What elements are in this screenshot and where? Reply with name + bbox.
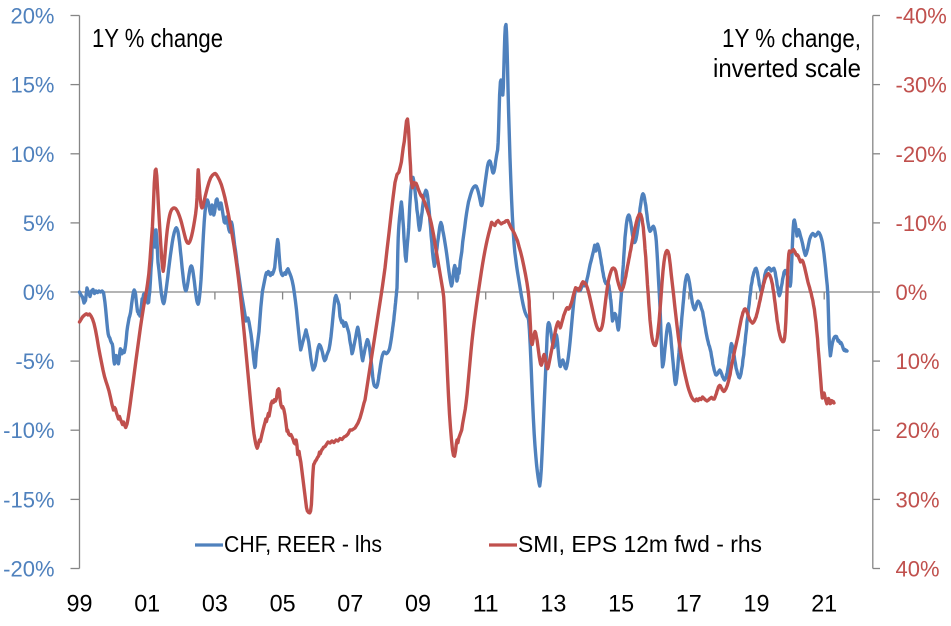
svg-text:-40%: -40% <box>896 4 947 29</box>
svg-text:15%: 15% <box>10 73 54 98</box>
svg-text:21: 21 <box>811 591 837 618</box>
svg-text:1Y % change: 1Y % change <box>92 23 223 53</box>
svg-text:19: 19 <box>744 591 770 618</box>
svg-text:13: 13 <box>540 591 566 618</box>
svg-text:03: 03 <box>202 591 228 618</box>
svg-text:1Y % change,: 1Y % change, <box>722 23 861 53</box>
svg-text:-5%: -5% <box>15 349 54 374</box>
svg-text:5%: 5% <box>23 211 55 236</box>
svg-text:CHF, REER - lhs: CHF, REER - lhs <box>224 531 382 557</box>
svg-text:-20%: -20% <box>3 557 54 582</box>
svg-text:20%: 20% <box>10 4 54 29</box>
svg-text:05: 05 <box>270 591 296 618</box>
svg-text:40%: 40% <box>896 557 940 582</box>
svg-text:-10%: -10% <box>3 418 54 443</box>
svg-text:01: 01 <box>134 591 160 618</box>
svg-text:15: 15 <box>608 591 634 618</box>
svg-text:30%: 30% <box>896 487 940 512</box>
svg-text:-15%: -15% <box>3 487 54 512</box>
svg-text:20%: 20% <box>896 418 940 443</box>
svg-text:-20%: -20% <box>896 142 947 167</box>
svg-text:11: 11 <box>473 591 499 618</box>
svg-text:99: 99 <box>67 591 93 618</box>
svg-text:0%: 0% <box>23 280 55 305</box>
svg-text:17: 17 <box>676 591 702 618</box>
svg-text:SMI, EPS 12m fwd - rhs: SMI, EPS 12m fwd - rhs <box>518 531 762 557</box>
svg-text:10%: 10% <box>896 349 940 374</box>
svg-text:09: 09 <box>405 591 431 618</box>
svg-text:-10%: -10% <box>896 211 947 236</box>
svg-text:0%: 0% <box>896 280 928 305</box>
svg-text:inverted scale: inverted scale <box>713 53 861 83</box>
svg-text:07: 07 <box>337 591 363 618</box>
svg-text:10%: 10% <box>10 142 54 167</box>
svg-text:-30%: -30% <box>896 73 947 98</box>
